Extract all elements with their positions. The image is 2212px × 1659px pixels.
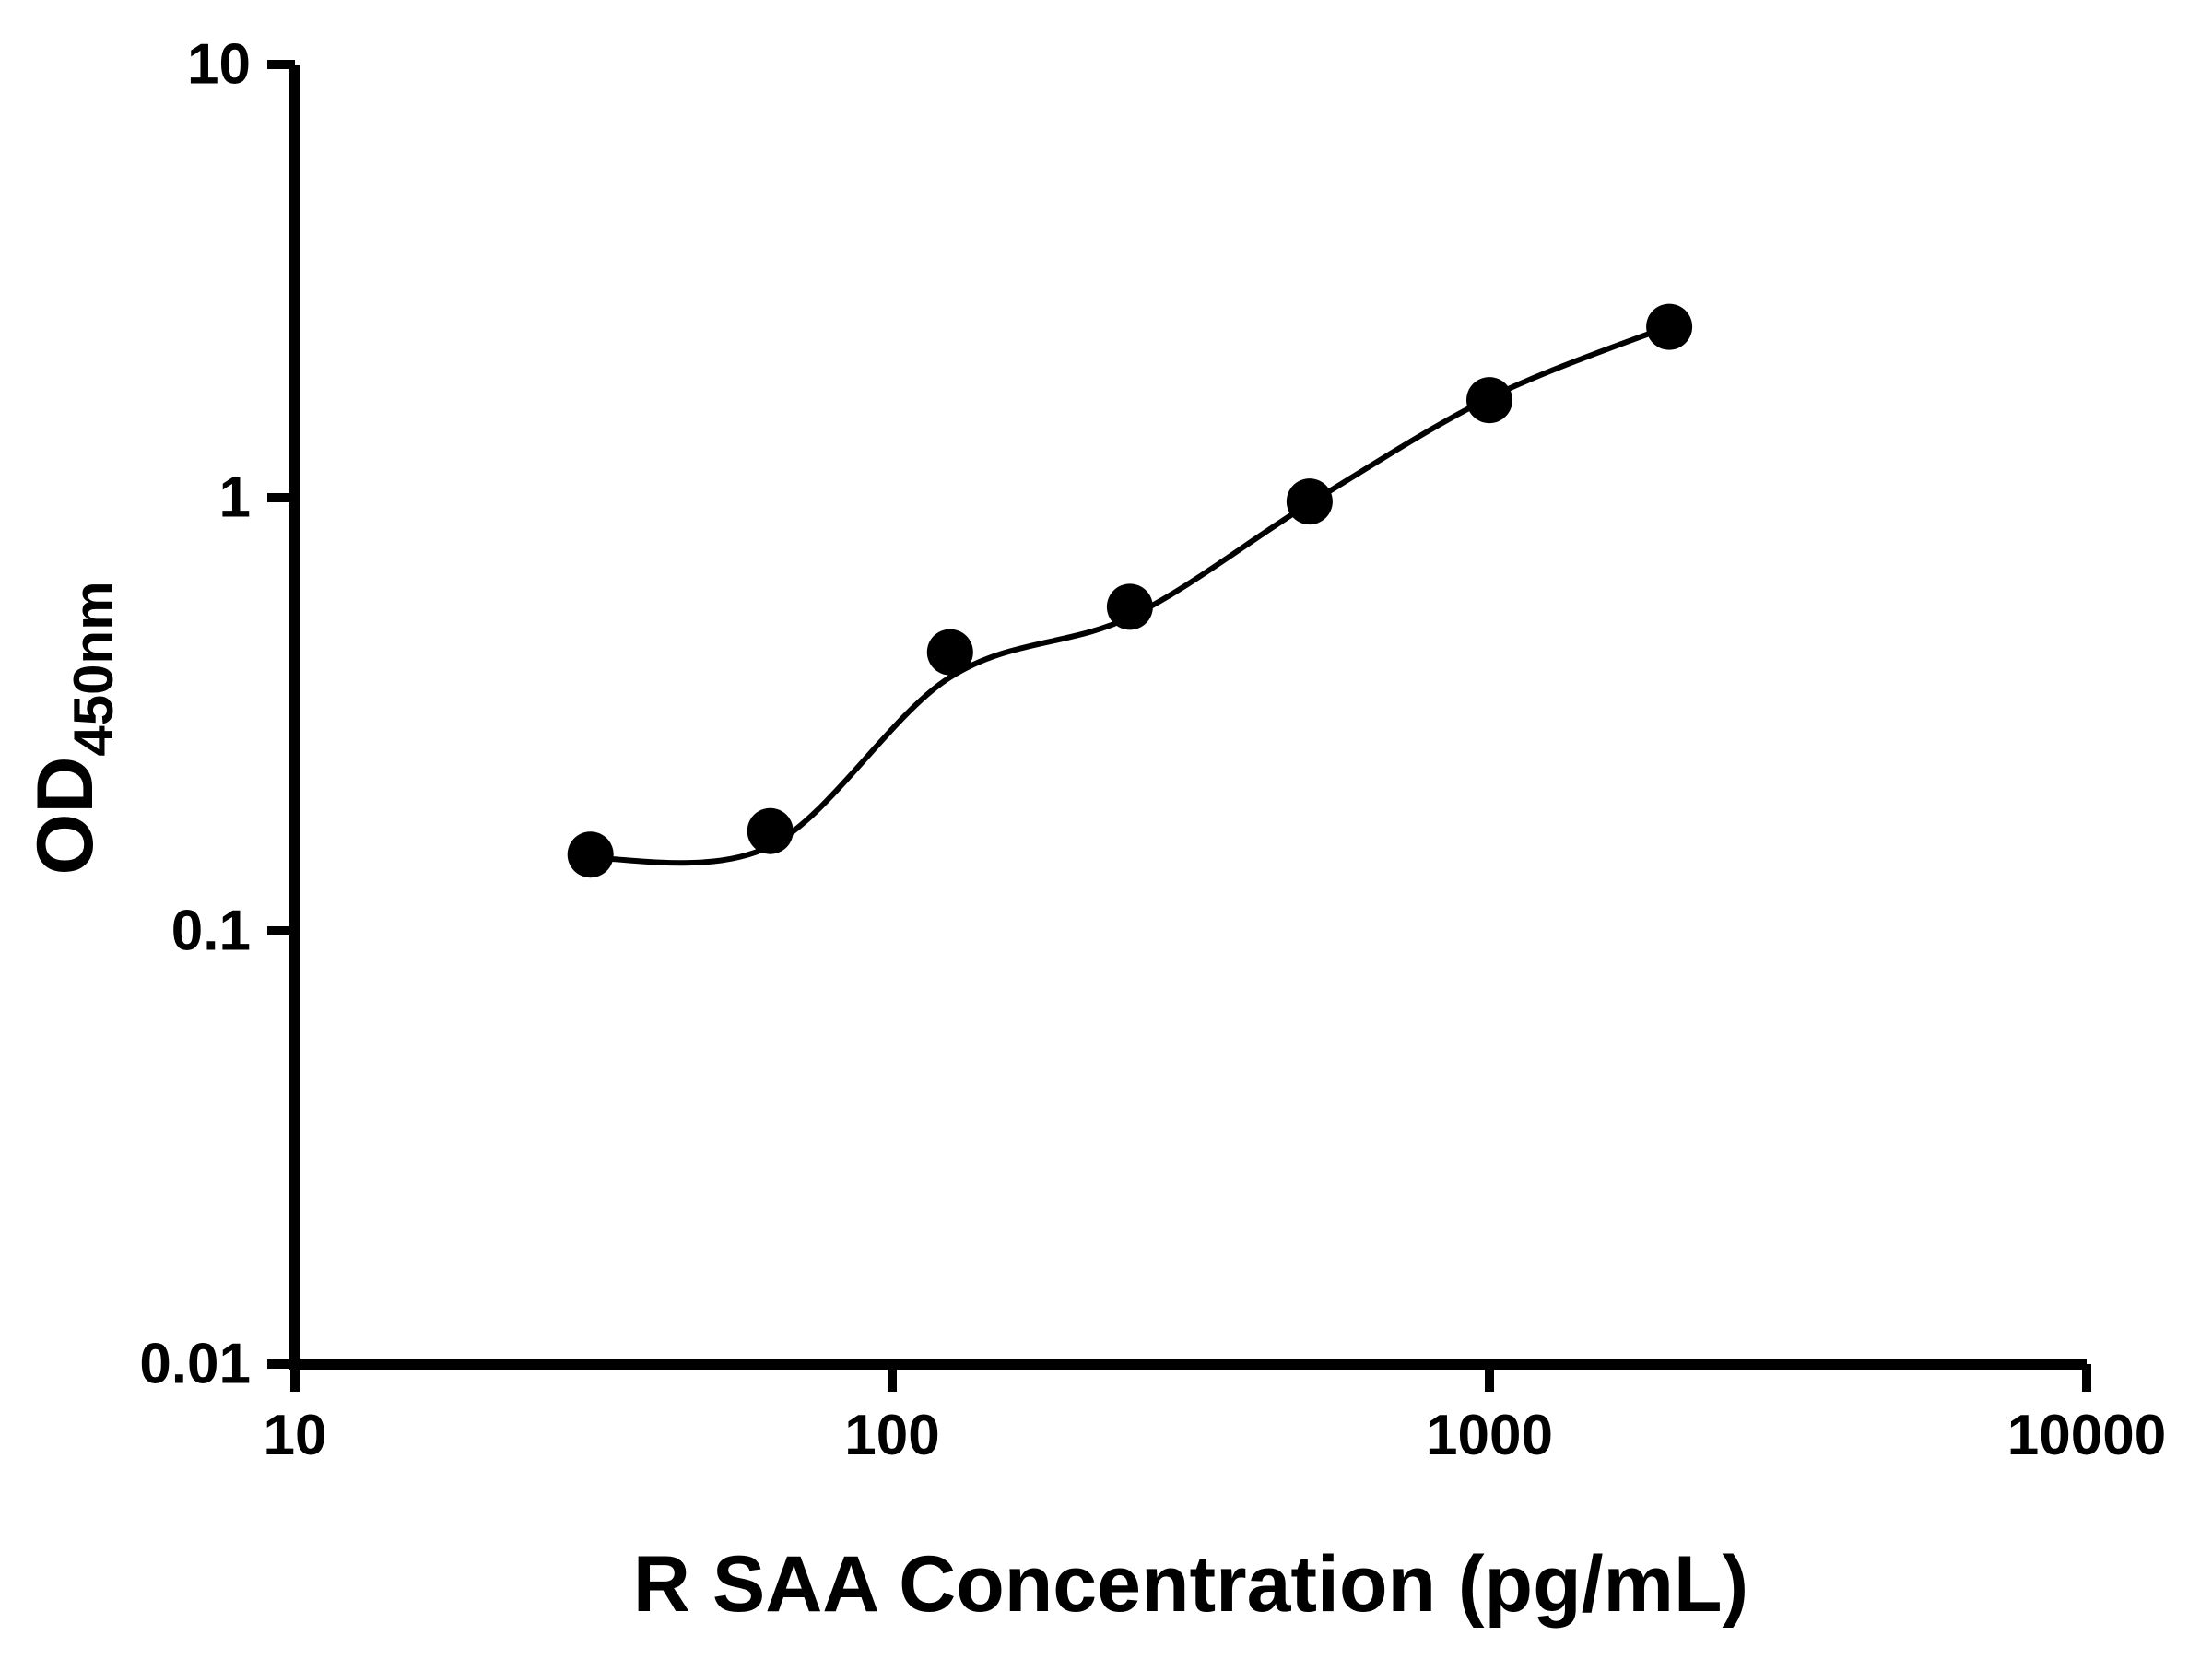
y-axis-title: OD450nm [21, 581, 124, 875]
data-point [1646, 303, 1693, 350]
y-tick-label: 0.01 [139, 1333, 251, 1396]
y-tick-label: 1 [219, 466, 251, 530]
x-tick-label: 10 [264, 1404, 327, 1467]
axes-line [289, 65, 2087, 1370]
data-point [1286, 478, 1333, 525]
data-point [1106, 583, 1153, 630]
data-point [567, 831, 614, 878]
y-axis-title-subscript: 450nm [63, 581, 124, 756]
data-point [926, 629, 973, 676]
data-point [747, 807, 794, 854]
x-tick-label: 1000 [1426, 1404, 1553, 1467]
data-point [1466, 377, 1512, 424]
y-tick-label: 0.1 [171, 900, 251, 963]
x-tick-label: 100 [844, 1404, 939, 1467]
x-tick-label: 10000 [2007, 1404, 2166, 1467]
y-axis-title-main: OD [21, 757, 110, 876]
x-axis-title: R SAA Concentration (pg/mL) [633, 1540, 1748, 1629]
plot-area: 10 100 1000 10000 0.01 0.1 1 10 [139, 33, 2166, 1468]
y-tick-label: 10 [187, 33, 251, 97]
